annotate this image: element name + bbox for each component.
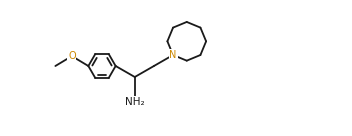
Text: N: N: [169, 50, 177, 60]
Text: NH₂: NH₂: [125, 97, 145, 107]
Text: O: O: [68, 51, 76, 61]
